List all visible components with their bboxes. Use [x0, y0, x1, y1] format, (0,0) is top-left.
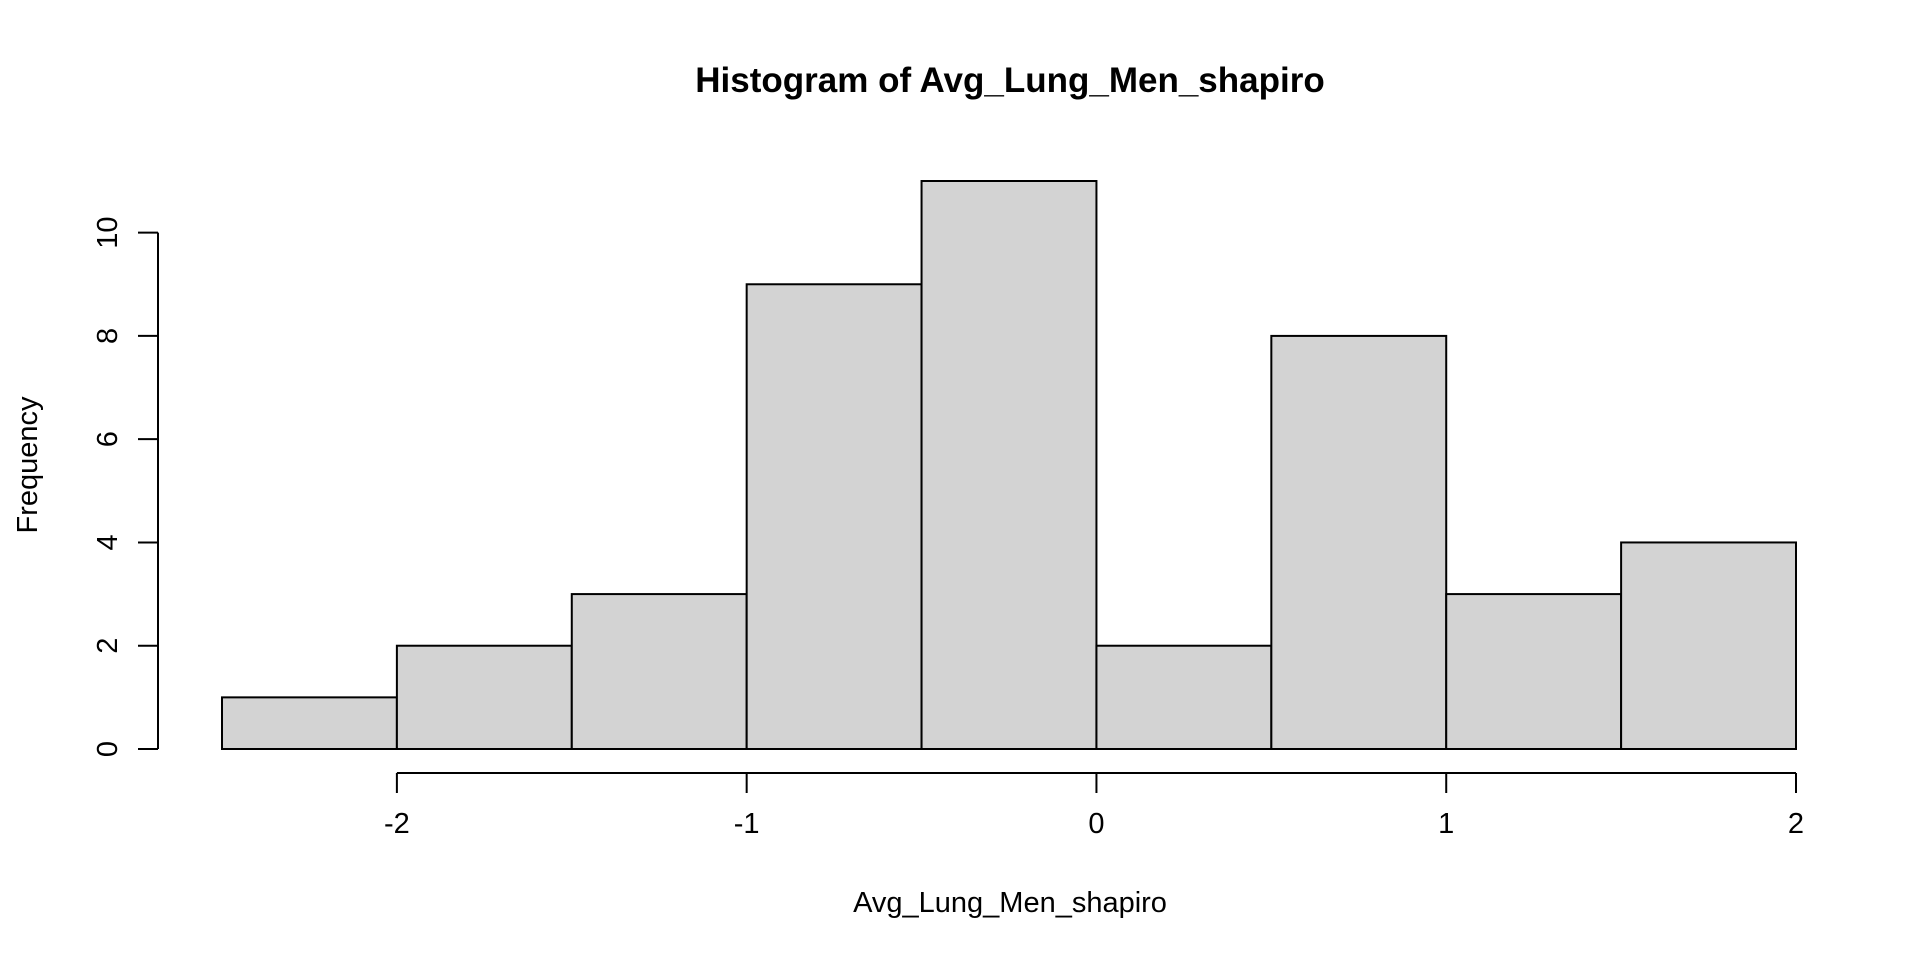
histogram-bar	[570, 593, 748, 750]
y-tick-label: 8	[92, 328, 124, 344]
histogram-bar	[745, 283, 923, 750]
x-axis-label: Avg_Lung_Men_shapiro	[853, 887, 1167, 919]
x-axis: -2 -1 0 1 2	[384, 772, 1804, 840]
histogram-bar	[1445, 593, 1623, 750]
y-tick-label: 0	[92, 741, 124, 757]
bars-group	[221, 180, 1797, 751]
y-axis: 0 2 4 6 8 10	[92, 217, 159, 757]
x-tick-label: -1	[734, 808, 760, 840]
y-tick-label: 2	[92, 638, 124, 654]
y-tick-label: 10	[92, 217, 124, 249]
x-tick-label: 1	[1438, 808, 1454, 840]
histogram-bar	[395, 644, 573, 751]
x-tick-label: -2	[384, 808, 410, 840]
histogram-bar	[1620, 541, 1797, 750]
histogram-bar	[221, 696, 398, 751]
x-tick-label: 0	[1088, 808, 1104, 840]
histogram-bar	[1270, 334, 1448, 750]
y-tick-label: 4	[92, 534, 124, 550]
histogram-bar	[920, 180, 1098, 750]
y-axis-label: Frequency	[12, 396, 44, 534]
y-tick-label: 6	[92, 431, 124, 447]
x-tick-label: 2	[1788, 808, 1804, 840]
chart-title: Histogram of Avg_Lung_Men_shapiro	[695, 61, 1324, 100]
histogram-bar	[1095, 644, 1273, 751]
